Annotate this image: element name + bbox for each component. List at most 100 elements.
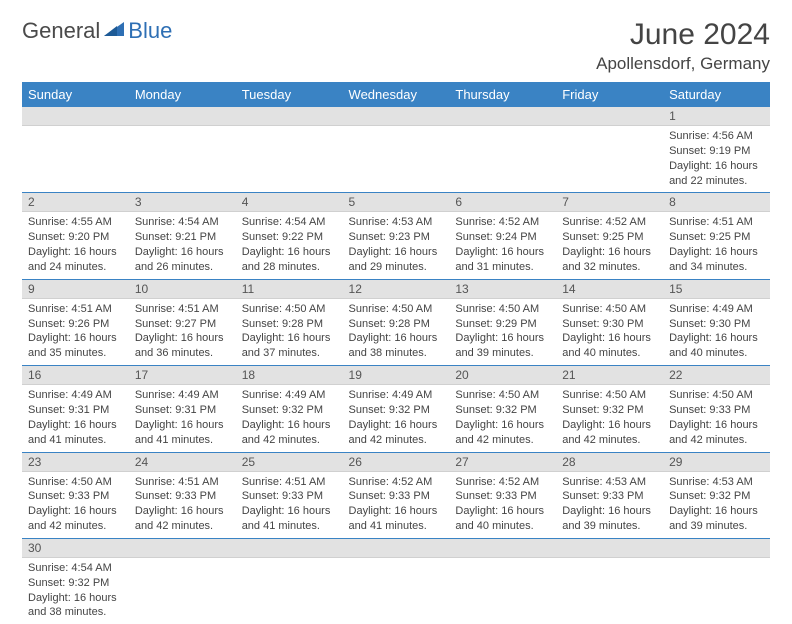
day-number-bar: 3 bbox=[129, 193, 236, 212]
calendar-day-cell: 5Sunrise: 4:53 AMSunset: 9:23 PMDaylight… bbox=[343, 193, 450, 279]
sunrise-text: Sunrise: 4:52 AM bbox=[455, 215, 550, 230]
day-number-bar: 18 bbox=[236, 366, 343, 385]
sunset-text: Sunset: 9:33 PM bbox=[349, 489, 444, 504]
daylight-text: Daylight: 16 hours and 34 minutes. bbox=[669, 245, 764, 275]
day-number-bar: 24 bbox=[129, 453, 236, 472]
calendar-empty-cell bbox=[556, 107, 663, 193]
calendar-day-cell: 12Sunrise: 4:50 AMSunset: 9:28 PMDayligh… bbox=[343, 279, 450, 365]
day-content: Sunrise: 4:50 AMSunset: 9:33 PMDaylight:… bbox=[663, 385, 770, 451]
daylight-text: Daylight: 16 hours and 37 minutes. bbox=[242, 331, 337, 361]
sunrise-text: Sunrise: 4:55 AM bbox=[28, 215, 123, 230]
calendar-day-cell: 3Sunrise: 4:54 AMSunset: 9:21 PMDaylight… bbox=[129, 193, 236, 279]
day-content: Sunrise: 4:55 AMSunset: 9:20 PMDaylight:… bbox=[22, 212, 129, 278]
sunset-text: Sunset: 9:25 PM bbox=[669, 230, 764, 245]
calendar-day-cell: 18Sunrise: 4:49 AMSunset: 9:32 PMDayligh… bbox=[236, 366, 343, 452]
day-number-bar bbox=[236, 107, 343, 126]
calendar-empty-cell bbox=[343, 538, 450, 624]
sunrise-text: Sunrise: 4:49 AM bbox=[349, 388, 444, 403]
day-number-bar bbox=[343, 107, 450, 126]
day-number-bar: 13 bbox=[449, 280, 556, 299]
sunset-text: Sunset: 9:31 PM bbox=[28, 403, 123, 418]
day-number-bar bbox=[236, 539, 343, 558]
daylight-text: Daylight: 16 hours and 41 minutes. bbox=[28, 418, 123, 448]
day-content: Sunrise: 4:50 AMSunset: 9:32 PMDaylight:… bbox=[556, 385, 663, 451]
day-content: Sunrise: 4:52 AMSunset: 9:33 PMDaylight:… bbox=[343, 472, 450, 538]
day-content: Sunrise: 4:49 AMSunset: 9:31 PMDaylight:… bbox=[22, 385, 129, 451]
daylight-text: Daylight: 16 hours and 42 minutes. bbox=[28, 504, 123, 534]
calendar-day-cell: 15Sunrise: 4:49 AMSunset: 9:30 PMDayligh… bbox=[663, 279, 770, 365]
day-content: Sunrise: 4:49 AMSunset: 9:32 PMDaylight:… bbox=[343, 385, 450, 451]
day-content: Sunrise: 4:51 AMSunset: 9:25 PMDaylight:… bbox=[663, 212, 770, 278]
day-number-bar: 17 bbox=[129, 366, 236, 385]
day-number-bar: 30 bbox=[22, 539, 129, 558]
calendar-day-cell: 4Sunrise: 4:54 AMSunset: 9:22 PMDaylight… bbox=[236, 193, 343, 279]
daylight-text: Daylight: 16 hours and 42 minutes. bbox=[349, 418, 444, 448]
day-number-bar: 29 bbox=[663, 453, 770, 472]
weekday-header: Sunday bbox=[22, 82, 129, 107]
sunset-text: Sunset: 9:26 PM bbox=[28, 317, 123, 332]
day-number-bar bbox=[343, 539, 450, 558]
calendar-week-row: 16Sunrise: 4:49 AMSunset: 9:31 PMDayligh… bbox=[22, 366, 770, 452]
day-content: Sunrise: 4:54 AMSunset: 9:32 PMDaylight:… bbox=[22, 558, 129, 624]
day-content: Sunrise: 4:50 AMSunset: 9:28 PMDaylight:… bbox=[236, 299, 343, 365]
daylight-text: Daylight: 16 hours and 29 minutes. bbox=[349, 245, 444, 275]
calendar-day-cell: 30Sunrise: 4:54 AMSunset: 9:32 PMDayligh… bbox=[22, 538, 129, 624]
day-content: Sunrise: 4:52 AMSunset: 9:24 PMDaylight:… bbox=[449, 212, 556, 278]
calendar-day-cell: 7Sunrise: 4:52 AMSunset: 9:25 PMDaylight… bbox=[556, 193, 663, 279]
calendar-day-cell: 26Sunrise: 4:52 AMSunset: 9:33 PMDayligh… bbox=[343, 452, 450, 538]
day-content: Sunrise: 4:53 AMSunset: 9:32 PMDaylight:… bbox=[663, 472, 770, 538]
page-title: June 2024 bbox=[596, 18, 770, 52]
sunrise-text: Sunrise: 4:50 AM bbox=[349, 302, 444, 317]
daylight-text: Daylight: 16 hours and 40 minutes. bbox=[562, 331, 657, 361]
day-content: Sunrise: 4:53 AMSunset: 9:33 PMDaylight:… bbox=[556, 472, 663, 538]
daylight-text: Daylight: 16 hours and 41 minutes. bbox=[242, 504, 337, 534]
sunset-text: Sunset: 9:33 PM bbox=[455, 489, 550, 504]
day-number-bar bbox=[663, 539, 770, 558]
location-subtitle: Apollensdorf, Germany bbox=[596, 54, 770, 74]
daylight-text: Daylight: 16 hours and 39 minutes. bbox=[669, 504, 764, 534]
calendar-day-cell: 25Sunrise: 4:51 AMSunset: 9:33 PMDayligh… bbox=[236, 452, 343, 538]
day-number-bar: 7 bbox=[556, 193, 663, 212]
daylight-text: Daylight: 16 hours and 36 minutes. bbox=[135, 331, 230, 361]
daylight-text: Daylight: 16 hours and 39 minutes. bbox=[455, 331, 550, 361]
day-number-bar bbox=[129, 107, 236, 126]
sunrise-text: Sunrise: 4:53 AM bbox=[669, 475, 764, 490]
calendar-empty-cell bbox=[449, 107, 556, 193]
sunset-text: Sunset: 9:32 PM bbox=[349, 403, 444, 418]
day-number-bar: 21 bbox=[556, 366, 663, 385]
day-number-bar: 28 bbox=[556, 453, 663, 472]
calendar-empty-cell bbox=[129, 538, 236, 624]
day-number-bar: 26 bbox=[343, 453, 450, 472]
day-number-bar bbox=[22, 107, 129, 126]
calendar-day-cell: 9Sunrise: 4:51 AMSunset: 9:26 PMDaylight… bbox=[22, 279, 129, 365]
title-block: June 2024 Apollensdorf, Germany bbox=[596, 18, 770, 74]
day-number-bar bbox=[449, 539, 556, 558]
daylight-text: Daylight: 16 hours and 40 minutes. bbox=[455, 504, 550, 534]
sunset-text: Sunset: 9:33 PM bbox=[28, 489, 123, 504]
day-content: Sunrise: 4:51 AMSunset: 9:27 PMDaylight:… bbox=[129, 299, 236, 365]
sunset-text: Sunset: 9:28 PM bbox=[242, 317, 337, 332]
sunrise-text: Sunrise: 4:50 AM bbox=[242, 302, 337, 317]
day-number-bar: 6 bbox=[449, 193, 556, 212]
daylight-text: Daylight: 16 hours and 26 minutes. bbox=[135, 245, 230, 275]
day-content: Sunrise: 4:50 AMSunset: 9:33 PMDaylight:… bbox=[22, 472, 129, 538]
day-number-bar: 19 bbox=[343, 366, 450, 385]
daylight-text: Daylight: 16 hours and 42 minutes. bbox=[242, 418, 337, 448]
logo: General Blue bbox=[22, 18, 172, 44]
sunset-text: Sunset: 9:32 PM bbox=[562, 403, 657, 418]
calendar-day-cell: 22Sunrise: 4:50 AMSunset: 9:33 PMDayligh… bbox=[663, 366, 770, 452]
weekday-header: Tuesday bbox=[236, 82, 343, 107]
day-number-bar: 1 bbox=[663, 107, 770, 126]
sunrise-text: Sunrise: 4:54 AM bbox=[28, 561, 123, 576]
calendar-day-cell: 17Sunrise: 4:49 AMSunset: 9:31 PMDayligh… bbox=[129, 366, 236, 452]
daylight-text: Daylight: 16 hours and 42 minutes. bbox=[669, 418, 764, 448]
logo-text-general: General bbox=[22, 18, 100, 44]
day-number-bar: 15 bbox=[663, 280, 770, 299]
calendar-empty-cell bbox=[129, 107, 236, 193]
day-content: Sunrise: 4:51 AMSunset: 9:33 PMDaylight:… bbox=[236, 472, 343, 538]
calendar-day-cell: 6Sunrise: 4:52 AMSunset: 9:24 PMDaylight… bbox=[449, 193, 556, 279]
calendar-day-cell: 14Sunrise: 4:50 AMSunset: 9:30 PMDayligh… bbox=[556, 279, 663, 365]
day-content: Sunrise: 4:50 AMSunset: 9:30 PMDaylight:… bbox=[556, 299, 663, 365]
sunset-text: Sunset: 9:20 PM bbox=[28, 230, 123, 245]
calendar-header-row: SundayMondayTuesdayWednesdayThursdayFrid… bbox=[22, 82, 770, 107]
